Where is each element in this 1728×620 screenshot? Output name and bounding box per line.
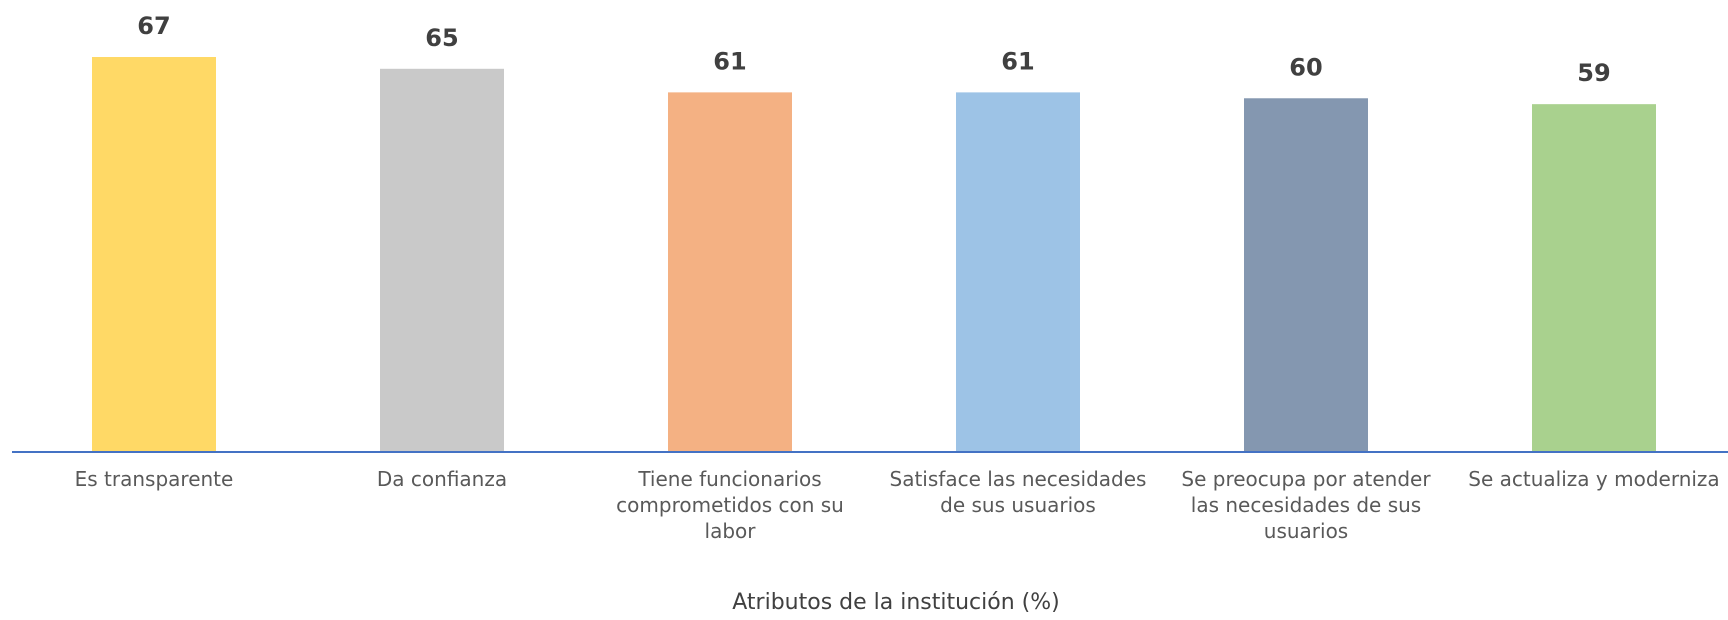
value-label: 59 (1577, 59, 1610, 87)
x-tick-label: Satisface las necesidades de sus usuario… (889, 467, 1147, 517)
x-tick-label: Se preocupa por atender las necesidades … (1181, 467, 1431, 543)
value-label: 61 (1001, 47, 1034, 75)
x-tick-label: Tiene funcionarios comprometidos con su … (616, 467, 844, 543)
bar (1244, 98, 1368, 453)
x-tick-label: Da confianza (376, 467, 508, 491)
value-label: 60 (1289, 53, 1322, 81)
bar (668, 92, 792, 452)
x-tick-label: Es transparente (74, 467, 234, 491)
value-label: 65 (425, 24, 458, 52)
value-label: 67 (137, 12, 170, 40)
bar (92, 57, 216, 452)
bar (380, 68, 504, 452)
value-label: 61 (713, 47, 746, 75)
x-axis-title: Atributos de la institución (%) (732, 590, 1060, 615)
bar (956, 92, 1080, 452)
x-tick-label: Se actualiza y moderniza (1468, 467, 1720, 491)
bar (1532, 104, 1656, 452)
